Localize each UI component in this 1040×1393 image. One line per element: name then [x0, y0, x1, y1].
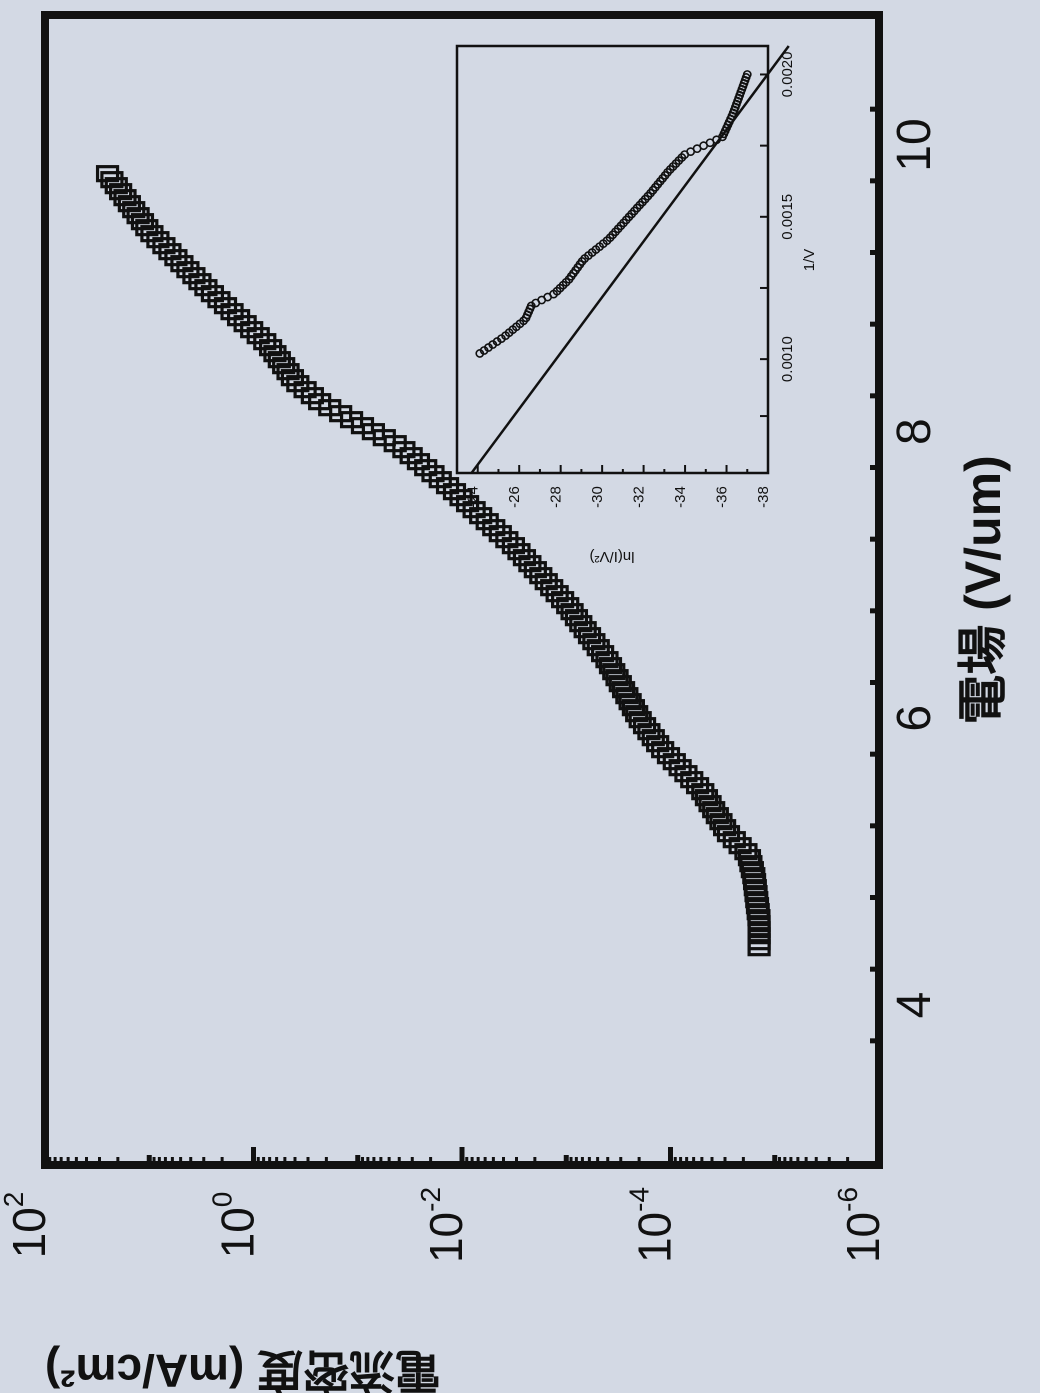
- inset-y-axis-title: ln(I/V²): [589, 548, 634, 565]
- main-y-tick-label: 10-6: [832, 1187, 889, 1263]
- main-x-axis-title: 電場 (V/um): [955, 455, 1011, 724]
- main-x-tick-label: 6: [888, 705, 941, 732]
- main-y-axis-title: 電流密度 (mA/cm²): [45, 1345, 441, 1393]
- tick-base: 10: [837, 1212, 889, 1263]
- inset-x-tick-label: 0.0015: [779, 194, 796, 240]
- tick-exponent: 2: [0, 1192, 29, 1208]
- inset-y-tick-label: -28: [548, 486, 565, 508]
- main-y-tick-label: 100: [207, 1192, 264, 1259]
- tick-exponent: -4: [624, 1187, 655, 1212]
- inset-x-ticks: [760, 73, 768, 418]
- inset-plot-frame: [455, 44, 770, 475]
- tick-base: 10: [212, 1207, 264, 1258]
- main-x-tick-label: 8: [888, 418, 941, 445]
- main-x-tick-label: 4: [888, 992, 941, 1019]
- main-chart: 4 6 8 10 102 100 10-2 10-4 10-6 電場 (V/um…: [0, 11, 1011, 1393]
- inset-y-tick-labels: -24 -26 -28 -30 -32 -34 -36 -38: [465, 486, 772, 508]
- inset-y-tick-label: -30: [589, 486, 606, 508]
- main-y-ticks: [42, 1147, 882, 1165]
- inset-y-tick-label: -38: [755, 486, 772, 508]
- inset-x-tick-label: 0.0010: [779, 336, 796, 382]
- inset-y-ticks: [456, 465, 769, 473]
- inset-y-tick-label: -32: [631, 486, 648, 508]
- tick-exponent: 0: [207, 1192, 238, 1208]
- tick-exponent: -2: [415, 1187, 446, 1212]
- tick-exponent: -6: [832, 1187, 863, 1212]
- inset-x-axis-title: 1/V: [801, 249, 818, 272]
- main-y-tick-label: 102: [0, 1192, 55, 1259]
- main-x-tick-labels: 4 6 8 10: [888, 118, 941, 1018]
- inset-x-tick-labels: 0.0010 0.0015 0.0020: [779, 52, 796, 383]
- inset-x-tick-label: 0.0020: [779, 52, 796, 98]
- inset-y-tick-label: -26: [506, 486, 523, 508]
- tick-base: 10: [3, 1207, 55, 1258]
- inset-chart: 0.0010 0.0015 0.0020 -24 -26 -28 -30 -32…: [455, 44, 818, 565]
- inset-y-tick-label: -36: [714, 486, 731, 508]
- main-series: [95, 165, 771, 957]
- inset-series: [475, 70, 752, 358]
- inset-data-point: [742, 70, 752, 79]
- main-y-tick-label: 10-2: [415, 1187, 472, 1263]
- main-x-tick-label: 10: [888, 118, 941, 171]
- main-y-tick-label: 10-4: [624, 1187, 681, 1263]
- inset-y-tick-label: -24: [465, 486, 482, 508]
- main-y-tick-labels: 102 100 10-2 10-4 10-6: [0, 1187, 889, 1263]
- tick-base: 10: [629, 1212, 681, 1263]
- main-x-ticks: [870, 106, 879, 1044]
- tick-base: 10: [420, 1212, 472, 1263]
- main-data-point: [95, 165, 120, 183]
- inset-y-tick-label: -34: [672, 486, 689, 508]
